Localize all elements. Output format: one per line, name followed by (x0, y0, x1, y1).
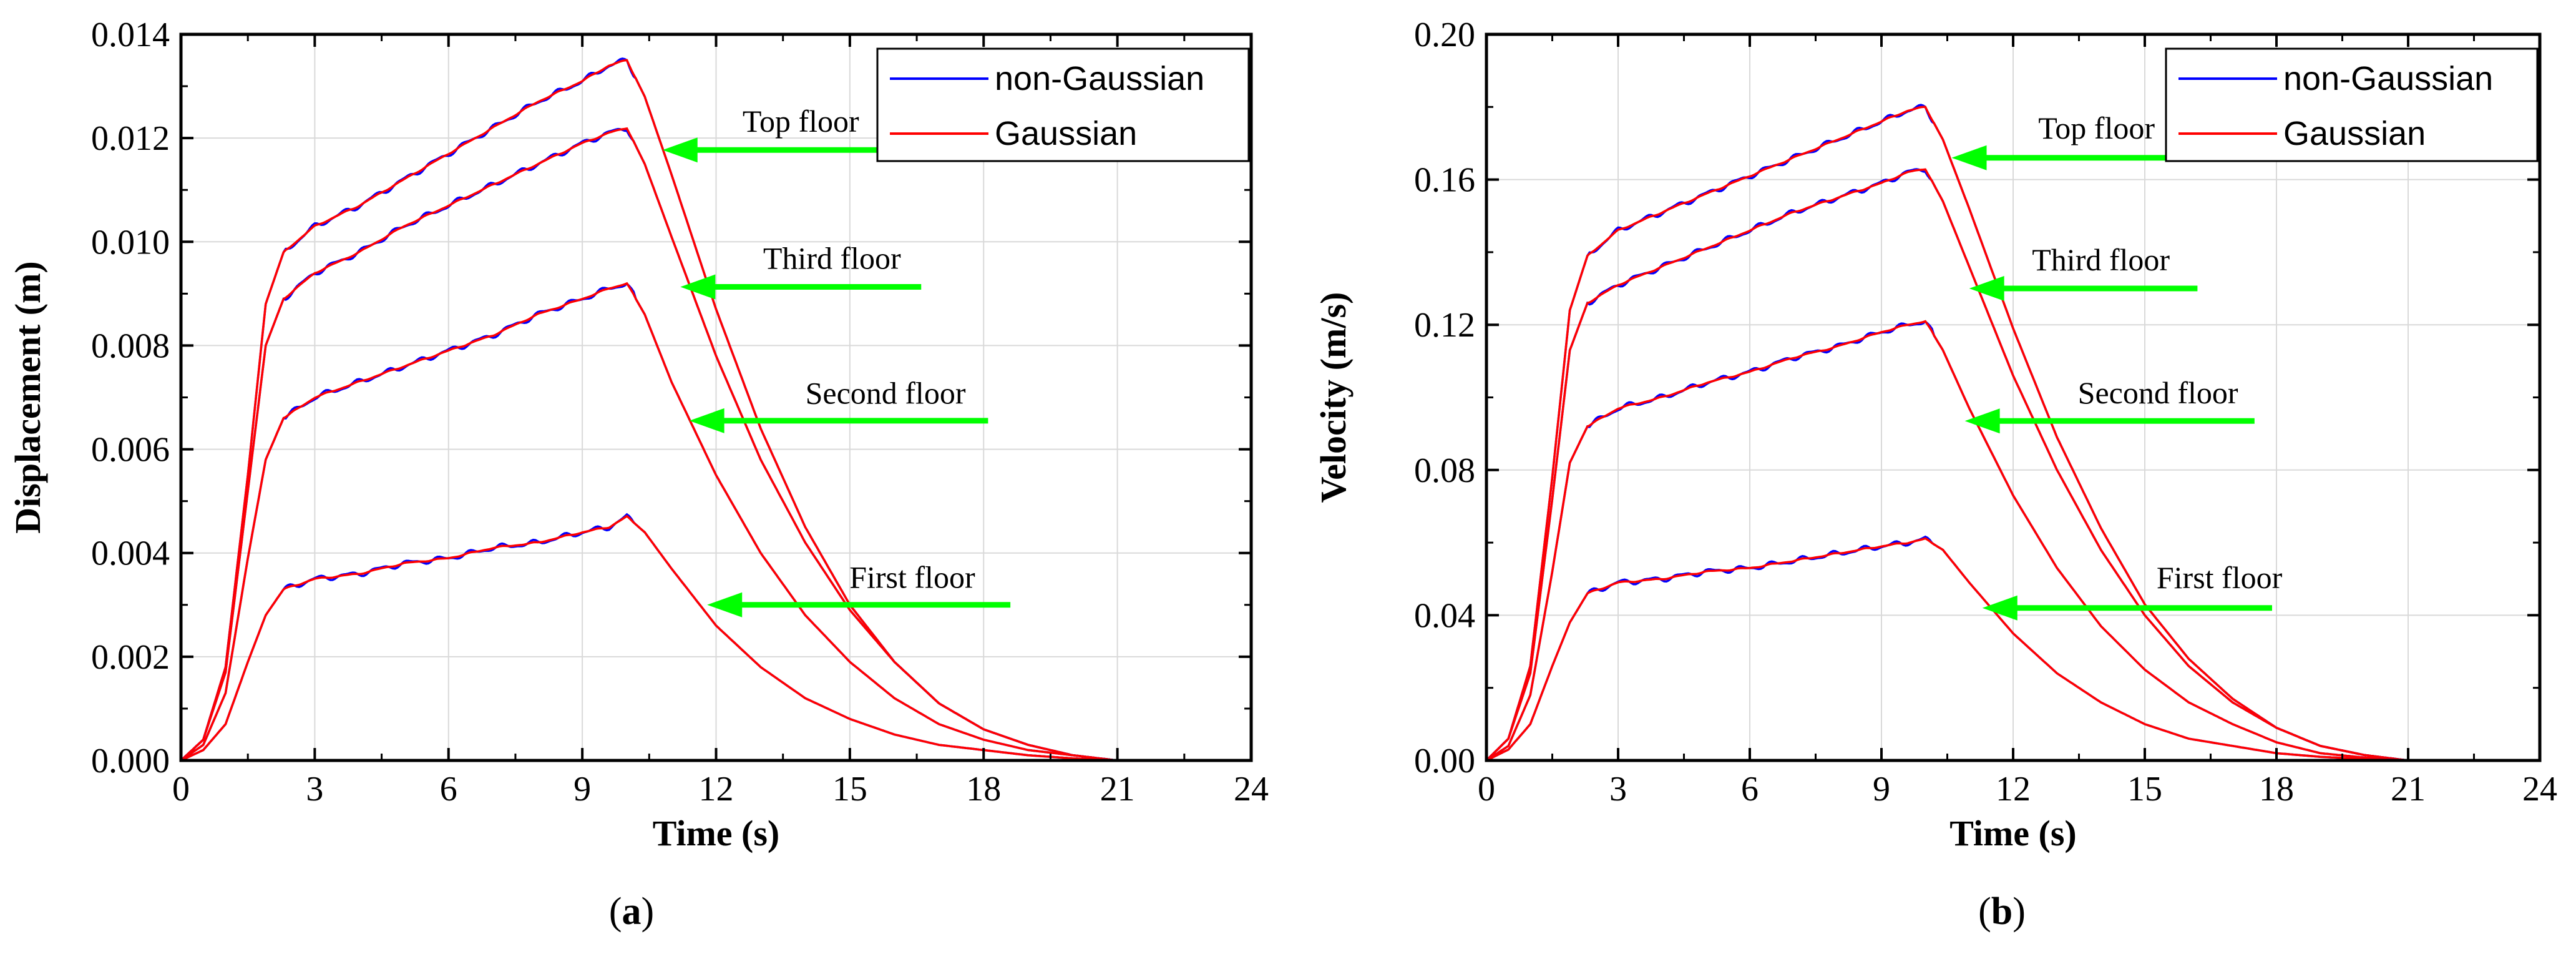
y-tick-label: 0.04 (1414, 596, 1475, 635)
series-second-floor (180, 282, 1251, 762)
y-tick-label: 0.014 (91, 16, 170, 54)
legend-box (2165, 47, 2539, 162)
x-tick-label: 6 (440, 770, 457, 809)
annotation-second-floor: Second floor (689, 375, 988, 433)
x-tick-label: 0 (172, 770, 190, 809)
panel-b: 0 3 6 9 12 15 18 21 24 0.00 0.04 0.08 0.12 0.16 0.20 Ti… (1313, 16, 2557, 933)
annotation-arrow-head (1969, 276, 2004, 302)
annotation-arrow-head (707, 592, 743, 617)
annotation-third-floor: Third floor (680, 240, 922, 300)
caption-close: ) (2012, 890, 2026, 933)
x-tick-label: 15 (832, 770, 867, 809)
series-line-gaussian (180, 282, 1251, 762)
legend-label-gaussian: Gaussian (995, 115, 1137, 152)
annotation-label: First floor (849, 559, 975, 594)
y-tick-label: 0.002 (91, 638, 170, 677)
grid (1486, 34, 2540, 760)
x-tick-label: 24 (2522, 770, 2557, 809)
annotation-first-floor: First floor (1982, 560, 2283, 621)
legend-label-non-gaussian: non-Gaussian (995, 60, 1204, 97)
annotation-label: Third floor (2032, 242, 2170, 277)
series-second-floor (1486, 320, 2540, 762)
annotation-label: Second floor (806, 375, 966, 410)
y-tick-label: 0.012 (91, 119, 170, 158)
annotation-third-floor: Third floor (1969, 242, 2198, 302)
x-axis-label: Time (s) (1949, 813, 2077, 853)
x-tick-label: 6 (1741, 770, 1759, 809)
y-axis-label: Velocity (m/s) (1313, 292, 1354, 503)
annotation-arrow-head (689, 408, 724, 433)
x-tick-label: 24 (1234, 770, 1269, 809)
x-tick-label: 12 (699, 770, 734, 809)
legend-label-non-gaussian: non-Gaussian (2283, 60, 2493, 97)
y-tick-label: 0.16 (1414, 161, 1475, 200)
x-tick-label: 21 (2391, 770, 2426, 809)
annotation-arrow-head (680, 274, 716, 300)
x-tick-label: 18 (966, 770, 1001, 809)
legend: non-Gaussian Gaussian (876, 47, 1250, 162)
x-tick-label: 12 (1996, 770, 2031, 809)
y-tick-label: 0.08 (1414, 451, 1475, 490)
annotation-arrow-head (1982, 595, 2017, 621)
caption-letter: b (1991, 890, 2012, 933)
y-tick-label: 0.006 (91, 431, 170, 470)
y-axis-label: Displacement (m) (7, 261, 48, 534)
annotation-label: Third floor (763, 240, 901, 275)
annotation-label: Top floor (2038, 111, 2155, 145)
y-tick-label: 0.00 (1414, 742, 1475, 780)
ticks: 0 3 6 9 12 15 18 21 24 0.00 0.04 0.08 0.12 0.16 0.20 (1414, 16, 2557, 809)
panel-a: 0 3 6 9 12 15 18 21 24 0.000 0.002 0.004 0.006 0.008 0… (7, 16, 1269, 933)
x-tick-label: 15 (2127, 770, 2162, 809)
annotation-arrow-head (662, 137, 698, 163)
annotation-label: Second floor (2078, 375, 2238, 410)
annotation-top-floor: Top floor (1951, 111, 2180, 170)
annotation-top-floor: Top floor (662, 104, 877, 163)
legend-box (876, 47, 1250, 162)
x-tick-label: 18 (2259, 770, 2294, 809)
x-tick-label: 3 (306, 770, 323, 809)
x-tick-label: 9 (573, 770, 591, 809)
annotation-label: First floor (2157, 560, 2283, 595)
series-first-floor (180, 513, 1251, 762)
y-tick-label: 0.008 (91, 327, 170, 365)
series-line-gaussian (1486, 320, 2540, 762)
annotation-arrow-head (1951, 145, 1987, 170)
x-tick-label: 0 (1478, 770, 1495, 809)
series-third-floor (1485, 168, 2540, 762)
y-tick-label: 0.000 (91, 742, 170, 780)
x-axis-label: Time (s) (653, 813, 780, 853)
caption-close: ) (642, 890, 655, 933)
legend: non-Gaussian Gaussian (2165, 47, 2539, 162)
panel-caption: (b) (1978, 890, 2026, 933)
y-tick-label: 0.12 (1414, 306, 1475, 345)
annotation-first-floor: First floor (707, 559, 1011, 617)
caption-letter: a (622, 890, 642, 933)
annotation-second-floor: Second floor (1964, 375, 2255, 434)
caption-open: ( (1978, 890, 1991, 933)
x-tick-label: 3 (1609, 770, 1627, 809)
legend-label-gaussian: Gaussian (2283, 115, 2426, 152)
annotation-label: Top floor (743, 104, 859, 139)
y-tick-label: 0.010 (91, 223, 170, 262)
panel-caption: (a) (609, 890, 654, 933)
series-line-gaussian (180, 514, 1251, 762)
y-tick-label: 0.20 (1414, 16, 1475, 54)
series-line-gaussian (1485, 168, 2540, 762)
annotation-arrow-head (1964, 408, 2000, 434)
x-tick-label: 9 (1873, 770, 1890, 809)
y-tick-label: 0.004 (91, 534, 170, 573)
x-tick-label: 21 (1100, 770, 1135, 809)
caption-open: ( (609, 890, 622, 933)
ticks: 0 3 6 9 12 15 18 21 24 0.000 0.002 0.004 0.006 0.008 0… (91, 16, 1269, 809)
